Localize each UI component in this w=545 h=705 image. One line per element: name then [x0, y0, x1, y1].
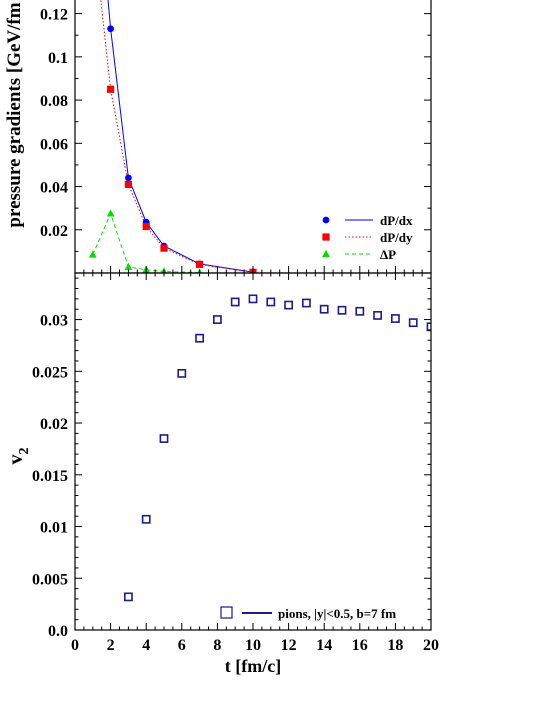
bottom-plot-frame [74, 272, 432, 631]
y-label-subscript: 2 [17, 448, 32, 455]
x-tick-label: 4 [142, 637, 150, 654]
y-tick-label: 0.12 [40, 7, 68, 24]
data-point-series-2 [106, 209, 115, 217]
legend-marker-0 [322, 216, 330, 224]
data-point [337, 305, 347, 315]
data-point [319, 304, 329, 314]
data-point [124, 592, 133, 602]
data-point-series-1 [160, 244, 168, 252]
data-point [177, 368, 187, 378]
legend-label: pions, |y|<0.5, b=7 fm [278, 606, 396, 621]
data-point-series-1 [196, 260, 204, 268]
data-point [284, 300, 293, 310]
series-line-2 [92, 212, 200, 273]
data-point [355, 306, 365, 316]
data-point-series-1 [107, 85, 115, 93]
data-point [390, 314, 400, 323]
y-tick-label: 0.01 [40, 520, 68, 537]
data-point [230, 297, 240, 307]
y-label-main: v [5, 455, 27, 465]
y-tick-label: 0.02 [40, 416, 68, 433]
y-tick-label: 0.02 [40, 223, 68, 240]
y-tick-label: 0.015 [32, 468, 68, 485]
legend-label-1: dP/dy [380, 230, 413, 245]
data-point [408, 318, 418, 328]
y-tick-label: 0.03 [40, 313, 68, 330]
top-plot-frame [74, 0, 432, 274]
x-tick-label: 6 [178, 637, 186, 654]
legend-label-2: ΔP [380, 247, 396, 262]
x-tick-label: 14 [316, 637, 332, 654]
data-point-series-0 [124, 174, 132, 182]
bottom-y-axis-label: v2 [5, 448, 32, 465]
pressure-gradient-panel: 0.02 0.04 0.06 0.08 0.1 0.12 pressure gradien… [4, 0, 432, 274]
x-axis-label: t [fm/c] [225, 656, 281, 676]
x-tick-label: 0 [71, 637, 79, 654]
data-point [301, 298, 311, 308]
data-point-series-0 [107, 25, 114, 33]
x-tick-label: 8 [213, 637, 221, 654]
y-tick-label: 0.08 [40, 93, 68, 110]
legend-label-0: dP/dx [380, 213, 413, 228]
data-point [213, 315, 222, 324]
y-tick-label: 0.005 [32, 571, 68, 588]
y-tick-label: 0.04 [40, 180, 68, 197]
data-point-series-1 [124, 180, 132, 188]
top-y-axis-label: pressure gradients [GeV/fm [4, 2, 25, 227]
x-tick-label: 12 [281, 637, 297, 654]
x-tick-label: 2 [107, 637, 115, 654]
legend-marker-2 [322, 249, 330, 257]
legend-marker-1 [322, 233, 330, 241]
y-tick-label: 0.06 [40, 136, 68, 153]
data-point-series-1 [142, 222, 150, 231]
data-point [141, 514, 151, 524]
x-tick-label: 16 [352, 637, 368, 654]
x-tick-label: 20 [423, 637, 439, 654]
data-point [373, 311, 382, 320]
top-legend: dP/dx dP/dy ΔP [322, 213, 413, 262]
data-point-series-2 [124, 262, 133, 270]
data-point-series-2 [89, 250, 97, 258]
v2-panel: 0 2 4 6 8 10 12 14 16 18 20 0.0 0.005 0.01 0.015 0.02 0… [5, 272, 439, 676]
bottom-legend: pions, |y|<0.5, b=7 fm [220, 606, 396, 621]
x-tick-label: 18 [387, 637, 403, 654]
data-point [266, 297, 276, 307]
y-tick-label: 0.1 [48, 50, 68, 67]
data-point [195, 333, 204, 343]
legend-marker [220, 606, 233, 619]
x-tick-label: 10 [245, 637, 261, 654]
data-point [159, 434, 169, 443]
y-tick-label: 0.025 [32, 364, 68, 381]
data-point [248, 294, 258, 304]
y-tick-label: 0.0 [48, 623, 68, 640]
